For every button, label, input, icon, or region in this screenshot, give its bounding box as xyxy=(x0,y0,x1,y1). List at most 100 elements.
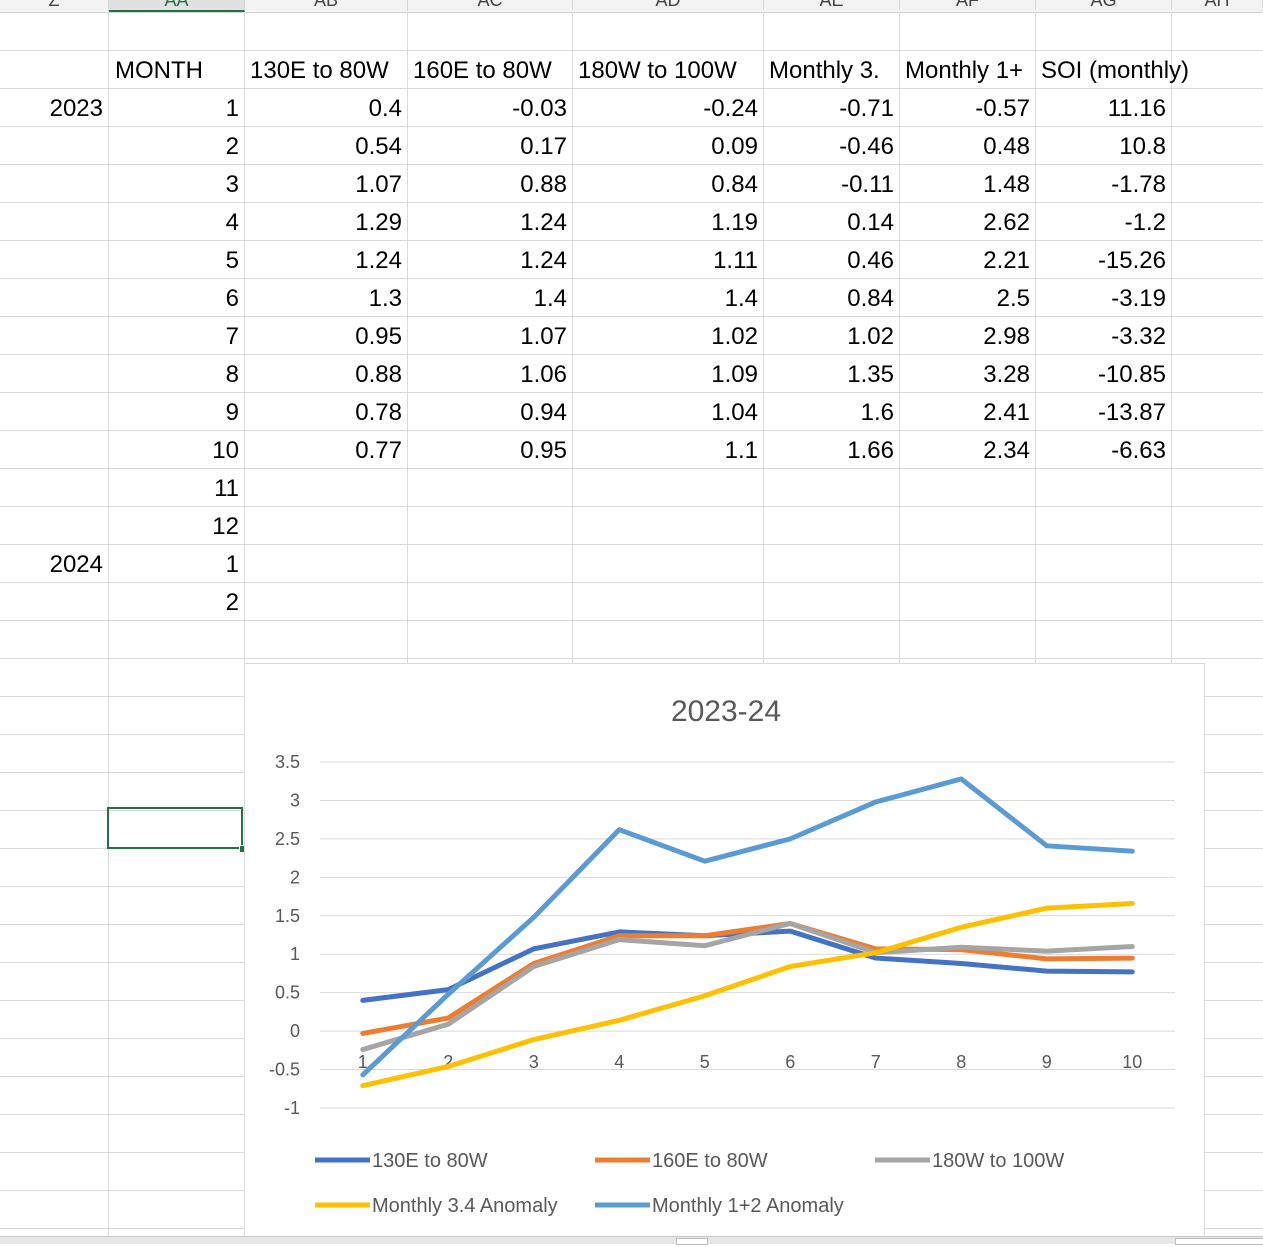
value-cell[interactable]: 3.28 xyxy=(904,356,1030,394)
value-cell[interactable]: 0.84 xyxy=(768,280,894,318)
value-cell[interactable]: 0.09 xyxy=(577,128,758,166)
value-cell[interactable]: -3.32 xyxy=(1040,318,1166,356)
header-cell[interactable]: 160E to 80W xyxy=(413,52,572,90)
value-cell[interactable]: 1.4 xyxy=(577,280,758,318)
year-cell[interactable]: 2024 xyxy=(4,546,103,584)
month-cell[interactable]: 9 xyxy=(113,394,239,432)
scrollbar-track-end[interactable] xyxy=(1175,1238,1263,1245)
value-cell[interactable]: 2.41 xyxy=(904,394,1030,432)
value-cell[interactable]: 2.98 xyxy=(904,318,1030,356)
month-cell[interactable]: 7 xyxy=(113,318,239,356)
month-cell[interactable]: 8 xyxy=(113,356,239,394)
value-cell[interactable]: 1.1 xyxy=(577,432,758,470)
value-cell[interactable]: 1.07 xyxy=(249,166,402,204)
column-header-ae[interactable]: AE xyxy=(764,0,900,11)
value-cell[interactable]: 2.34 xyxy=(904,432,1030,470)
month-cell[interactable]: 1 xyxy=(113,546,239,584)
value-cell[interactable]: 11.16 xyxy=(1040,90,1166,128)
value-cell[interactable]: 0.78 xyxy=(249,394,402,432)
value-cell[interactable]: 0.88 xyxy=(412,166,567,204)
value-cell[interactable]: 0.14 xyxy=(768,204,894,242)
month-cell[interactable]: 10 xyxy=(113,432,239,470)
value-cell[interactable]: 1.06 xyxy=(412,356,567,394)
header-cell[interactable]: Monthly 3. xyxy=(769,52,899,90)
value-cell[interactable]: 1.48 xyxy=(904,166,1030,204)
value-cell[interactable]: 1.29 xyxy=(249,204,402,242)
value-cell[interactable]: 0.84 xyxy=(577,166,758,204)
value-cell[interactable]: 1.02 xyxy=(768,318,894,356)
value-cell[interactable]: -13.87 xyxy=(1040,394,1166,432)
value-cell[interactable]: -0.03 xyxy=(412,90,567,128)
year-cell[interactable]: 2023 xyxy=(4,90,103,128)
value-cell[interactable]: 1.66 xyxy=(768,432,894,470)
value-cell[interactable]: 1.6 xyxy=(768,394,894,432)
value-cell[interactable]: 1.24 xyxy=(412,242,567,280)
value-cell[interactable]: 0.17 xyxy=(412,128,567,166)
column-header-ag[interactable]: AG xyxy=(1036,0,1172,11)
value-cell[interactable]: 0.46 xyxy=(768,242,894,280)
value-cell[interactable]: -6.63 xyxy=(1040,432,1166,470)
month-cell[interactable]: 4 xyxy=(113,204,239,242)
month-cell[interactable]: 5 xyxy=(113,242,239,280)
value-cell[interactable]: 0.94 xyxy=(412,394,567,432)
value-cell[interactable]: 1.4 xyxy=(412,280,567,318)
header-cell[interactable]: 130E to 80W xyxy=(250,52,407,90)
column-header-ah[interactable]: AH xyxy=(1172,0,1263,11)
header-cell[interactable]: 180W to 100W xyxy=(578,52,763,90)
column-header-z[interactable]: Z xyxy=(0,0,109,11)
column-header-af[interactable]: AF xyxy=(900,0,1036,11)
value-cell[interactable]: 2.21 xyxy=(904,242,1030,280)
column-header-ab[interactable]: AB xyxy=(245,0,408,11)
value-cell[interactable]: 2.5 xyxy=(904,280,1030,318)
value-cell[interactable]: 1.35 xyxy=(768,356,894,394)
month-cell[interactable]: 1 xyxy=(113,90,239,128)
value-cell[interactable]: 1.11 xyxy=(577,242,758,280)
value-cell[interactable]: 0.88 xyxy=(249,356,402,394)
value-cell[interactable]: 1.09 xyxy=(577,356,758,394)
value-cell[interactable]: 0.4 xyxy=(249,90,402,128)
value-cell[interactable]: 1.07 xyxy=(412,318,567,356)
value-cell[interactable]: -0.46 xyxy=(768,128,894,166)
value-cell[interactable]: -0.71 xyxy=(768,90,894,128)
value-cell[interactable]: 1.24 xyxy=(412,204,567,242)
month-cell[interactable]: 2 xyxy=(113,584,239,622)
selected-cell[interactable] xyxy=(107,807,243,849)
value-cell[interactable]: 0.95 xyxy=(412,432,567,470)
value-cell[interactable]: -0.24 xyxy=(577,90,758,128)
value-cell[interactable]: 1.3 xyxy=(249,280,402,318)
value-cell[interactable]: 0.54 xyxy=(249,128,402,166)
column-header-aa[interactable]: AA xyxy=(109,0,245,12)
value-cell[interactable]: 10.8 xyxy=(1040,128,1166,166)
value-cell[interactable]: -1.2 xyxy=(1040,204,1166,242)
month-cell[interactable]: 12 xyxy=(113,508,239,546)
value-cell[interactable]: 1.04 xyxy=(577,394,758,432)
value-cell[interactable]: -0.11 xyxy=(768,166,894,204)
value-cell[interactable]: -0.57 xyxy=(904,90,1030,128)
value-cell[interactable]: -10.85 xyxy=(1040,356,1166,394)
value-cell[interactable]: 0.48 xyxy=(904,128,1030,166)
value-cell[interactable]: -1.78 xyxy=(1040,166,1166,204)
value-cell[interactable]: 1.02 xyxy=(577,318,758,356)
column-header-ad[interactable]: AD xyxy=(573,0,764,11)
value-cell[interactable]: -15.26 xyxy=(1040,242,1166,280)
column-header-ac[interactable]: AC xyxy=(408,0,573,11)
scrollbar-thumb[interactable] xyxy=(676,1238,708,1245)
y-tick-label: 1.5 xyxy=(275,906,300,926)
value-cell[interactable]: 0.95 xyxy=(249,318,402,356)
value-cell[interactable]: -3.19 xyxy=(1040,280,1166,318)
month-cell[interactable]: 2 xyxy=(113,128,239,166)
month-cell[interactable]: 6 xyxy=(113,280,239,318)
value-cell[interactable]: 0.77 xyxy=(249,432,402,470)
month-cell[interactable]: 11 xyxy=(113,470,239,508)
month-cell[interactable]: 3 xyxy=(113,166,239,204)
header-cell[interactable]: SOI (monthly) xyxy=(1041,52,1211,90)
value-cell[interactable]: 1.24 xyxy=(249,242,402,280)
y-tick-label: 2 xyxy=(290,867,300,887)
chart-title[interactable]: 2023-24 xyxy=(671,695,781,728)
header-cell[interactable]: MONTH xyxy=(115,52,245,90)
value-cell[interactable]: 1.19 xyxy=(577,204,758,242)
value-cell[interactable]: 2.62 xyxy=(904,204,1030,242)
header-cell[interactable]: Monthly 1+ xyxy=(905,52,1035,90)
